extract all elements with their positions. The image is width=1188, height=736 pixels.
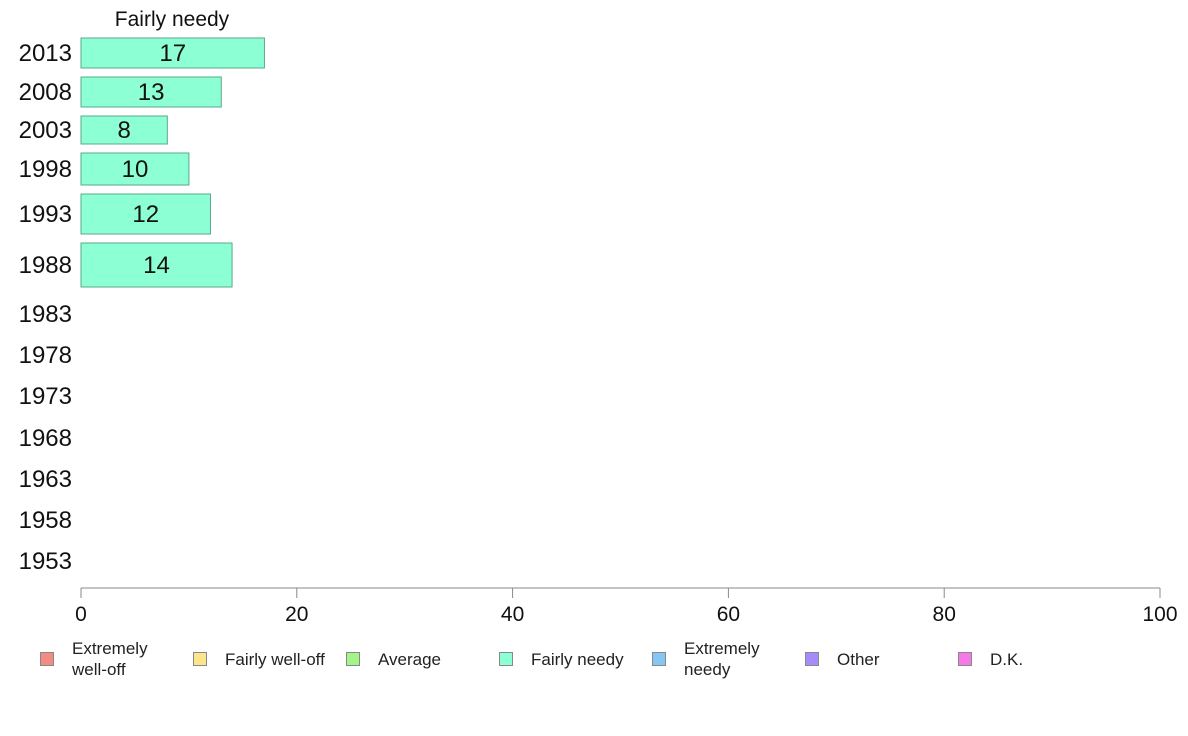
legend-item: Extremely needy <box>652 634 774 684</box>
legend-swatch <box>40 652 54 666</box>
bar <box>80 242 233 288</box>
data-label: 10 <box>122 156 149 183</box>
category-label: 1988 <box>19 252 72 279</box>
legend: Extremely well-off Fairly well-off Average… <box>0 634 1188 684</box>
data-label: 17 <box>159 40 186 67</box>
legend-swatch <box>652 652 666 666</box>
category-label: 2013 <box>19 40 72 67</box>
x-tick-label: 60 <box>717 603 740 626</box>
legend-label: Other <box>837 649 880 669</box>
category-label: 2008 <box>19 79 72 106</box>
legend-label: Extremely needy <box>684 639 760 679</box>
x-tick-label: 0 <box>75 603 87 626</box>
legend-swatch <box>193 652 207 666</box>
category-label: 1958 <box>19 507 72 534</box>
data-label: 14 <box>143 252 170 279</box>
data-label: 8 <box>117 117 130 144</box>
x-tick-label: 40 <box>501 603 524 626</box>
category-label: 1983 <box>19 301 72 328</box>
legend-item: Fairly needy <box>499 634 651 684</box>
legend-label: Average <box>378 649 442 669</box>
legend-label: Fairly needy <box>531 649 624 669</box>
legend-swatch <box>346 652 360 666</box>
bar <box>80 76 222 108</box>
category-label: 1978 <box>19 342 72 369</box>
category-label: 2003 <box>19 117 72 144</box>
legend-item: Extremely well-off <box>40 634 162 684</box>
category-label: 1973 <box>19 383 72 410</box>
legend-item: Other <box>805 634 957 684</box>
legend-label: D.K. <box>990 649 1024 669</box>
legend-label: Fairly well-off <box>225 649 325 669</box>
legend-label: Extremely well-off <box>72 639 148 679</box>
bar <box>80 37 265 69</box>
category-label: 1968 <box>19 425 72 452</box>
legend-item: Average <box>346 634 498 684</box>
legend-swatch <box>805 652 819 666</box>
data-label: 12 <box>132 201 159 228</box>
category-label: 1998 <box>19 156 72 183</box>
chart-title: Fairly needy <box>115 8 230 31</box>
bar <box>80 193 211 235</box>
legend-item: D.K. <box>958 634 1110 684</box>
bar <box>80 115 168 145</box>
legend-swatch <box>499 652 513 666</box>
legend-swatch <box>958 652 972 666</box>
data-label: 13 <box>138 79 165 106</box>
legend-item: Fairly well-off <box>193 634 345 684</box>
x-tick-label: 100 <box>1142 603 1177 626</box>
x-tick-label: 20 <box>285 603 308 626</box>
x-tick-label: 80 <box>933 603 956 626</box>
bar <box>80 152 190 186</box>
category-label: 1963 <box>19 466 72 493</box>
category-label: 1993 <box>19 201 72 228</box>
category-label: 1953 <box>19 548 72 575</box>
